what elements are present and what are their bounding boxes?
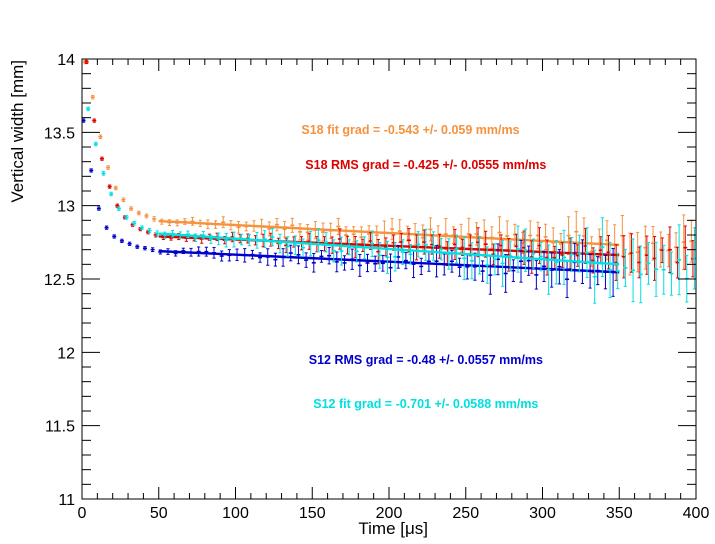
annotations-layer: S18 fit grad = -0.543 +/- 0.059 mm/ms S18… (301, 123, 546, 411)
x-tick-label: 200 (376, 505, 403, 522)
x-tick-label: 350 (606, 505, 633, 522)
x-tick-label: 300 (529, 505, 556, 522)
x-tick-label: 250 (452, 505, 479, 522)
fit-line-0 (158, 219, 620, 247)
y-tick-label: 11.5 (45, 419, 75, 436)
x-tick-label: 400 (683, 505, 710, 522)
series-layer (81, 59, 697, 304)
x-tick-label: 100 (222, 505, 249, 522)
series-3 (86, 106, 697, 304)
series-2 (81, 118, 620, 299)
fit-annotation-0: S18 fit grad = -0.543 +/- 0.059 mm/ms (301, 123, 519, 137)
y-tick-label: 13 (57, 199, 75, 216)
fit-line-2 (158, 249, 620, 274)
fit-annotation-3: S12 fit grad = -0.701 +/- 0.0588 mm/ms (313, 397, 538, 411)
x-tick-label: 0 (78, 505, 87, 522)
y-tick-label: 12 (57, 345, 75, 362)
y-tick-label: 12.5 (44, 272, 75, 289)
y-tick-label: 13.5 (44, 125, 75, 142)
fit-annotation-1: S18 RMS grad = -0.425 +/- 0.0555 mm/ms (305, 158, 546, 172)
ticks-layer: 0 50 100 150 200 250 300 350 400 11 11.5 12 12.5 13 13… (44, 52, 710, 522)
x-tick-label: 50 (150, 505, 168, 522)
x-tick-label: 150 (299, 505, 326, 522)
fit-annotation-2: S12 RMS grad = -0.48 +/- 0.0557 mm/ms (309, 353, 543, 367)
y-tick-label: 11 (58, 492, 75, 509)
y-tick-label: 14 (57, 52, 75, 69)
fit-line-3 (158, 232, 620, 266)
x-axis-title: Time [μs] (358, 519, 428, 538)
y-axis-title: Vertical width [mm] (8, 60, 27, 203)
